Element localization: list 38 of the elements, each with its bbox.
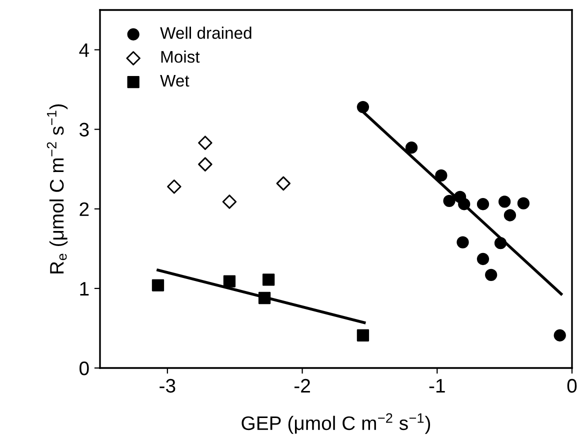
x-tick-label: -2 xyxy=(294,378,310,393)
point xyxy=(554,329,566,342)
point xyxy=(517,197,530,210)
x-axis-title: GEP (μmol C m$^{−2}$ s$^{−1}$) xyxy=(242,413,430,434)
point xyxy=(504,209,516,222)
y-axis-title: R$_{e}$ (μmol C m$^{−2}$ s$^{−1}$) xyxy=(46,104,68,274)
y-tick-label: 0 xyxy=(80,361,89,376)
x-tick-label: -3 xyxy=(160,378,176,393)
point xyxy=(485,268,498,281)
x-tick-label: -1 xyxy=(429,379,445,393)
y-tick-label: 2 xyxy=(80,202,89,216)
point xyxy=(152,279,164,292)
legend-label: Moist xyxy=(161,50,200,63)
point xyxy=(223,275,236,288)
point xyxy=(198,136,212,150)
point xyxy=(435,169,448,182)
point xyxy=(262,274,275,286)
point xyxy=(458,198,470,210)
point xyxy=(356,329,370,342)
x-tick-label: 0 xyxy=(567,378,577,393)
legend-label: Wet xyxy=(160,75,190,87)
point xyxy=(476,252,490,266)
point xyxy=(222,194,237,209)
legend-label: Well drained xyxy=(160,26,252,39)
point xyxy=(494,237,507,250)
point xyxy=(276,176,291,191)
point xyxy=(456,236,469,248)
point xyxy=(405,142,418,154)
y-tick-label: 3 xyxy=(80,122,89,137)
point xyxy=(443,194,456,208)
point xyxy=(198,157,212,172)
point xyxy=(258,292,271,304)
y-tick-label: 1 xyxy=(80,282,89,296)
point xyxy=(476,198,490,210)
point xyxy=(498,196,511,208)
y-tick-label: 4 xyxy=(79,43,90,57)
point xyxy=(167,179,182,194)
point xyxy=(356,100,370,114)
